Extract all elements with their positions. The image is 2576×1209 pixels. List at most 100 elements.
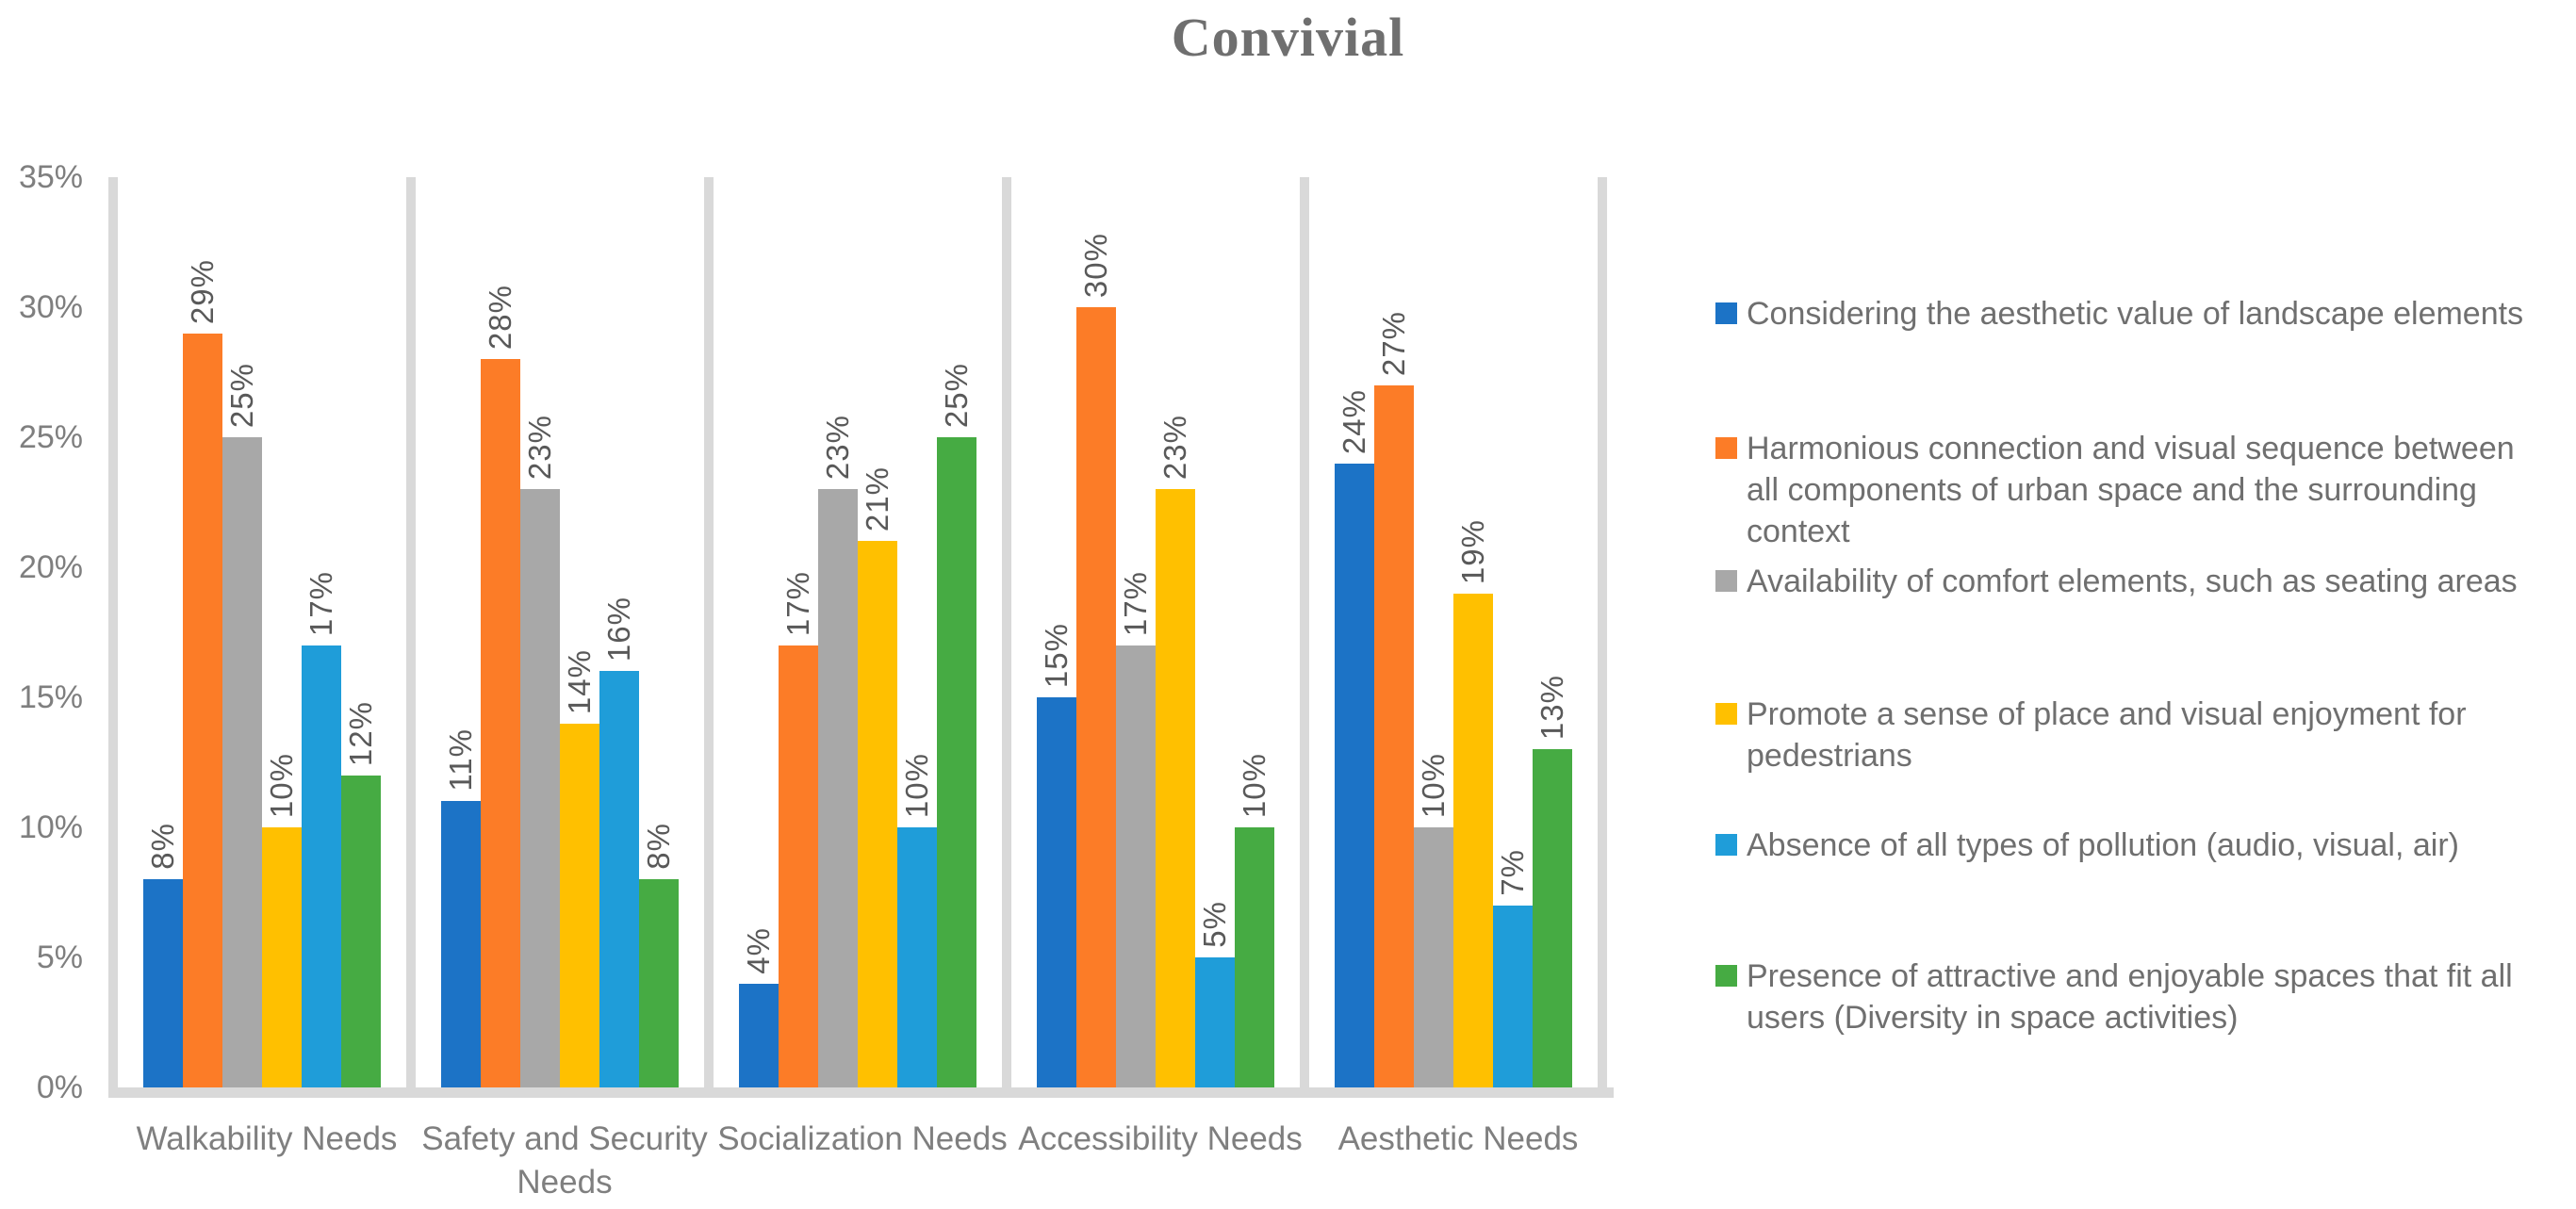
legend-item: Presence of attractive and enjoyable spa… (1715, 956, 2538, 1038)
bar-value-label: 23% (820, 414, 855, 480)
legend-item: Considering the aesthetic value of lands… (1715, 293, 2523, 335)
bar-value-label: 7% (1495, 849, 1530, 896)
legend-label: Harmonious connection and visual sequenc… (1747, 431, 2515, 549)
x-axis-category-label: Walkability Needs (136, 1120, 398, 1157)
bar: 24% (1335, 389, 1374, 1087)
bar: 11% (441, 728, 481, 1087)
y-axis-tick-label: 15% (18, 679, 83, 715)
bar: 23% (818, 415, 858, 1087)
bar: 21% (858, 466, 897, 1087)
legend-swatch-icon (1715, 437, 1737, 459)
y-axis-tick-label: 0% (36, 1070, 83, 1105)
bar: 12% (341, 701, 381, 1087)
bar-value-label: 24% (1337, 388, 1371, 454)
bar-value-label: 4% (741, 927, 776, 974)
bar-value-label: 11% (443, 728, 478, 792)
y-axis-tick-label: 30% (18, 289, 83, 325)
x-axis-category-label: Aesthetic Needs (1337, 1120, 1579, 1157)
y-axis-tick-label: 25% (18, 419, 83, 455)
bar-value-label: 17% (1118, 570, 1153, 636)
bar-value-label: 23% (522, 414, 557, 480)
legend-swatch-icon (1715, 302, 1737, 324)
bar: 17% (1116, 571, 1156, 1087)
category-separator-band (1002, 177, 1011, 1087)
bar: 25% (222, 363, 262, 1087)
category-separator-band (406, 177, 416, 1087)
legend-item: Promote a sense of place and visual enjo… (1715, 694, 2538, 776)
y-axis-tick-label: 10% (18, 809, 83, 845)
bar-value-label: 10% (264, 752, 299, 818)
bar: 8% (639, 823, 679, 1087)
bar-value-label: 25% (939, 362, 974, 428)
bar-value-label: 29% (185, 258, 220, 324)
bar-value-label: 10% (1416, 752, 1451, 818)
bar: 4% (739, 927, 779, 1087)
legend-swatch-icon (1715, 834, 1737, 856)
bar: 17% (779, 571, 818, 1087)
chart-title: Convivial (1171, 7, 1405, 68)
bar-value-label: 19% (1455, 518, 1490, 584)
legend-label: Presence of attractive and enjoyable spa… (1747, 958, 2513, 1036)
bar: 10% (1414, 753, 1453, 1087)
bar: 27% (1374, 311, 1414, 1087)
bar-value-label: 30% (1078, 232, 1113, 298)
bar: 10% (897, 753, 937, 1087)
legend-swatch-icon (1715, 570, 1737, 592)
bar: 7% (1493, 849, 1533, 1087)
x-axis-line (108, 1087, 1614, 1098)
bar-value-label: 14% (562, 648, 597, 714)
bar: 5% (1195, 901, 1235, 1087)
bar: 29% (183, 259, 222, 1087)
category-separator-band (1598, 177, 1607, 1087)
y-axis-tick-label: 20% (18, 549, 83, 585)
bar-value-label: 13% (1534, 674, 1569, 740)
category-group: 4% 17% 23% 21% 10% 25% (714, 177, 1002, 1087)
bar-value-label: 15% (1039, 622, 1074, 688)
legend-item: Absence of all types of pollution (audio… (1715, 825, 2459, 866)
legend-label: Availability of comfort elements, such a… (1747, 564, 2518, 599)
category-group: 8% 29% 25% 10% 17% 12% (118, 177, 406, 1087)
bar-value-label: 12% (343, 700, 378, 766)
bar: 16% (599, 596, 639, 1087)
x-axis-category-label: Safety and Security Needs (421, 1120, 708, 1201)
bar: 25% (937, 363, 976, 1087)
category-group: 11% 28% 23% 14% 16% 8% (416, 177, 704, 1087)
category-group: 15% 30% 17% 23% 5% 10% (1011, 177, 1300, 1087)
bar: 19% (1453, 519, 1493, 1087)
legend-label: Absence of all types of pollution (audio… (1747, 827, 2459, 863)
legend-swatch-icon (1715, 965, 1737, 987)
x-axis-category-label: Socialization Needs (717, 1120, 1008, 1157)
bar: 30% (1076, 233, 1116, 1087)
y-axis-tick-label: 5% (36, 939, 83, 975)
category-group: 24% 27% 10% 19% 7% 13% (1309, 177, 1598, 1087)
legend-item: Availability of comfort elements, such a… (1715, 561, 2518, 602)
legend: Considering the aesthetic value of lands… (1715, 0, 2564, 1209)
legend-label: Promote a sense of place and visual enjo… (1747, 696, 2467, 774)
bar-value-label: 17% (304, 570, 338, 636)
bar-value-label: 5% (1197, 901, 1232, 948)
bar-value-label: 28% (483, 284, 517, 350)
y-axis: 0% 5% 10% 15% 20% 25% 30% 35% (0, 0, 83, 1209)
bar: 13% (1533, 675, 1572, 1087)
category-separator-band (1300, 177, 1309, 1087)
legend-swatch-icon (1715, 703, 1737, 725)
bar-value-label: 10% (1237, 752, 1272, 818)
bar: 15% (1037, 623, 1076, 1087)
bar: 14% (560, 649, 599, 1087)
plot-area: 8% 29% 25% 10% 17% 12% 11% 28% 23% 14% 16% 8% 4% 17% 2… (108, 177, 1607, 1087)
bar: 17% (302, 571, 341, 1087)
bar-value-label: 8% (641, 823, 676, 870)
bar-value-label: 10% (899, 752, 934, 818)
bar-value-label: 25% (224, 362, 259, 428)
bar-value-label: 23% (1157, 414, 1192, 480)
legend-item: Harmonious connection and visual sequenc… (1715, 428, 2538, 552)
bar-value-label: 21% (860, 466, 894, 531)
bar: 23% (520, 415, 560, 1087)
legend-label: Considering the aesthetic value of lands… (1747, 296, 2524, 332)
bar: 28% (481, 285, 520, 1087)
x-axis-category-label: Accessibility Needs (1018, 1120, 1303, 1157)
bar: 10% (1235, 753, 1274, 1087)
bar: 23% (1156, 415, 1195, 1087)
bar-value-label: 27% (1376, 310, 1411, 376)
category-separator-band (704, 177, 714, 1087)
